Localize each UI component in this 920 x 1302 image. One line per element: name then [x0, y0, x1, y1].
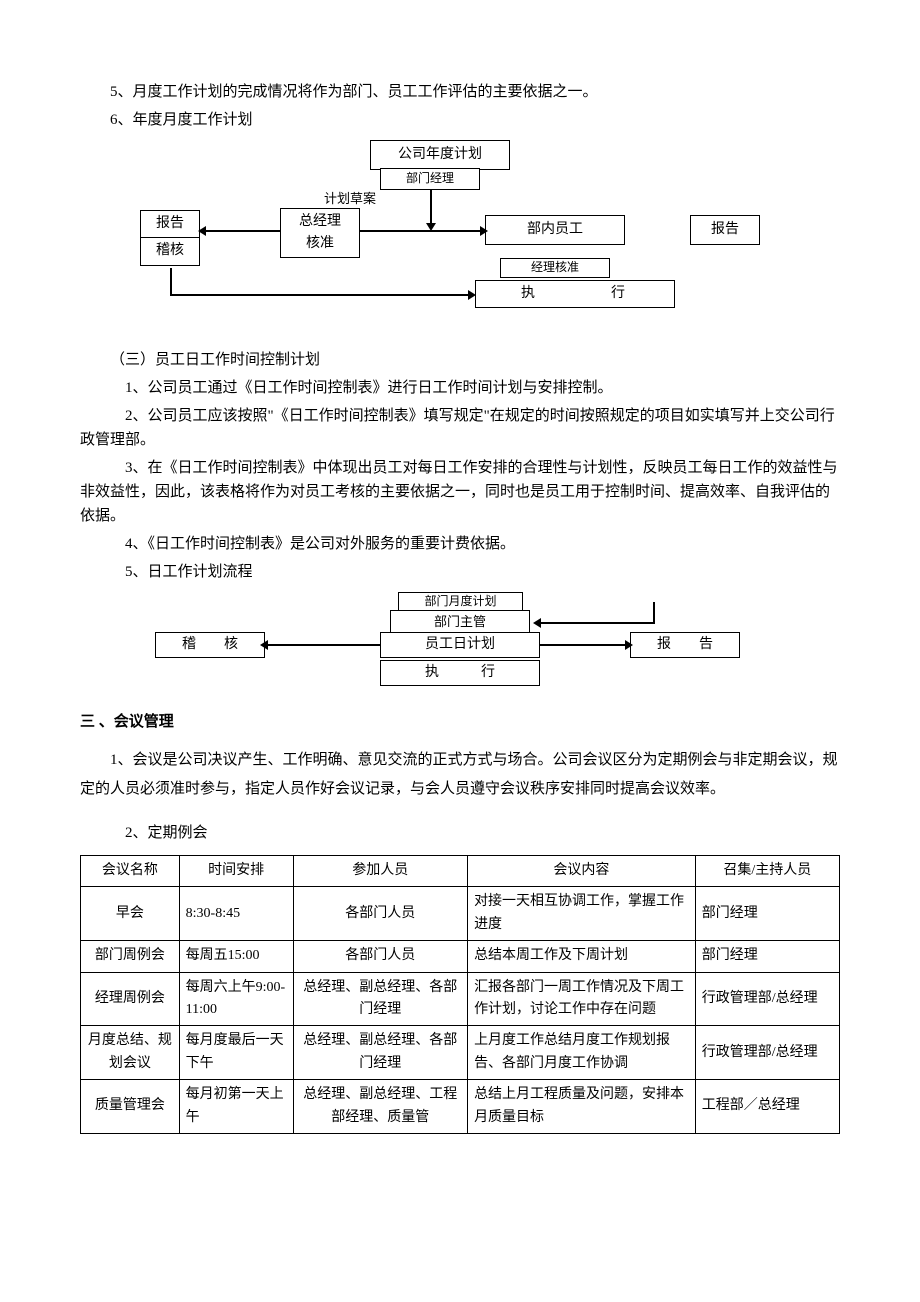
node-plan-draft: 计划草案 — [300, 188, 400, 210]
meeting-table: 会议名称 时间安排 参加人员 会议内容 召集/主持人员 早会8:30-8:45各… — [80, 855, 840, 1134]
table-cell: 8:30-8:45 — [179, 887, 293, 941]
table-cell: 上月度工作总结月度工作规划报告、各部门月度工作协调 — [468, 1026, 696, 1080]
table-cell: 部门经理 — [695, 941, 839, 972]
item-6: 6、年度月度工作计划 — [110, 108, 840, 132]
node-execute1: 执 行 — [475, 280, 675, 308]
meeting-section-title: 三 、会议管理 — [80, 710, 840, 734]
section-3-p1: 1、公司员工通过《日工作时间控制表》进行日工作时间计划与安排控制。 — [80, 376, 840, 400]
node2-dept-head: 部门主管 — [390, 610, 530, 634]
meeting-sub2: 2、定期例会 — [80, 821, 840, 845]
node2-execute: 执 行 — [380, 660, 540, 686]
node-gm-approve: 总经理 核准 — [280, 208, 360, 258]
table-cell: 汇报各部门一周工作情况及下周工作计划，讨论工作中存在问题 — [468, 972, 696, 1026]
table-row: 质量管理会每月初第一天上午总经理、副总经理、工程部经理、质量管总结上月工程质量及… — [81, 1080, 840, 1134]
table-row: 经理周例会每周六上午9:00-11:00总经理、副总经理、各部门经理汇报各部门一… — [81, 972, 840, 1026]
flowchart-annual-plan: 公司年度计划 部门经理 计划草案 报告 稽核 总经理 核准 部内员工 报告 经理… — [80, 140, 840, 340]
node-report1: 报告 — [140, 210, 200, 238]
table-cell: 早会 — [81, 887, 180, 941]
table-cell: 总经理、副总经理、各部门经理 — [293, 972, 468, 1026]
th-time: 时间安排 — [179, 856, 293, 887]
table-cell: 每周五15:00 — [179, 941, 293, 972]
table-cell: 质量管理会 — [81, 1080, 180, 1134]
section-3-p2: 2、公司员工应该按照"《日工作时间控制表》填写规定"在规定的时间按照规定的项目如… — [80, 404, 840, 452]
flowchart-daily-plan: 部门月度计划 部门主管 员工日计划 执 行 稽 核 报 告 — [80, 592, 840, 702]
table-cell: 每周六上午9:00-11:00 — [179, 972, 293, 1026]
node2-audit: 稽 核 — [155, 632, 265, 658]
table-cell: 总经理、副总经理、各部门经理 — [293, 1026, 468, 1080]
table-header-row: 会议名称 时间安排 参加人员 会议内容 召集/主持人员 — [81, 856, 840, 887]
item-5: 5、月度工作计划的完成情况将作为部门、员工工作评估的主要依据之一。 — [110, 80, 840, 104]
th-host: 召集/主持人员 — [695, 856, 839, 887]
section-3-p5: 5、日工作计划流程 — [80, 560, 840, 584]
node-dept-staff: 部内员工 — [485, 215, 625, 245]
node-mgr-approve: 经理核准 — [500, 258, 610, 278]
section-3-p4: 4、《日工作时间控制表》是公司对外服务的重要计费依据。 — [80, 532, 840, 556]
meeting-intro: 1、会议是公司决议产生、工作明确、意见交流的正式方式与场合。公司会议区分为定期例… — [80, 746, 840, 803]
table-cell: 工程部／总经理 — [695, 1080, 839, 1134]
table-cell: 月度总结、规划会议 — [81, 1026, 180, 1080]
node2-emp-daily: 员工日计划 — [380, 632, 540, 658]
table-cell: 总结本周工作及下周计划 — [468, 941, 696, 972]
th-participants: 参加人员 — [293, 856, 468, 887]
section-3-title: （三）员工日工作时间控制计划 — [110, 348, 840, 372]
table-cell: 每月初第一天上午 — [179, 1080, 293, 1134]
table-cell: 每月度最后一天下午 — [179, 1026, 293, 1080]
table-cell: 总经理、副总经理、工程部经理、质量管 — [293, 1080, 468, 1134]
node-audit1: 稽核 — [140, 238, 200, 266]
section-3-p3: 3、在《日工作时间控制表》中体现出员工对每日工作安排的合理性与计划性，反映员工每… — [80, 456, 840, 528]
table-row: 早会8:30-8:45各部门人员对接一天相互协调工作，掌握工作进度部门经理 — [81, 887, 840, 941]
table-cell: 行政管理部/总经理 — [695, 1026, 839, 1080]
node2-dept-monthly: 部门月度计划 — [398, 592, 523, 612]
th-name: 会议名称 — [81, 856, 180, 887]
table-cell: 各部门人员 — [293, 941, 468, 972]
table-cell: 对接一天相互协调工作，掌握工作进度 — [468, 887, 696, 941]
node2-report: 报 告 — [630, 632, 740, 658]
node-report2: 报告 — [690, 215, 760, 245]
table-cell: 部门经理 — [695, 887, 839, 941]
table-cell: 部门周例会 — [81, 941, 180, 972]
node-annual-plan: 公司年度计划 — [370, 140, 510, 170]
table-cell: 经理周例会 — [81, 972, 180, 1026]
th-content: 会议内容 — [468, 856, 696, 887]
table-cell: 各部门人员 — [293, 887, 468, 941]
table-cell: 总结上月工程质量及问题，安排本月质量目标 — [468, 1080, 696, 1134]
node-dept-manager: 部门经理 — [380, 168, 480, 190]
table-cell: 行政管理部/总经理 — [695, 972, 839, 1026]
node-report-audit-stack: 报告 稽核 — [140, 210, 200, 266]
table-row: 部门周例会每周五15:00各部门人员总结本周工作及下周计划部门经理 — [81, 941, 840, 972]
table-row: 月度总结、规划会议每月度最后一天下午总经理、副总经理、各部门经理上月度工作总结月… — [81, 1026, 840, 1080]
